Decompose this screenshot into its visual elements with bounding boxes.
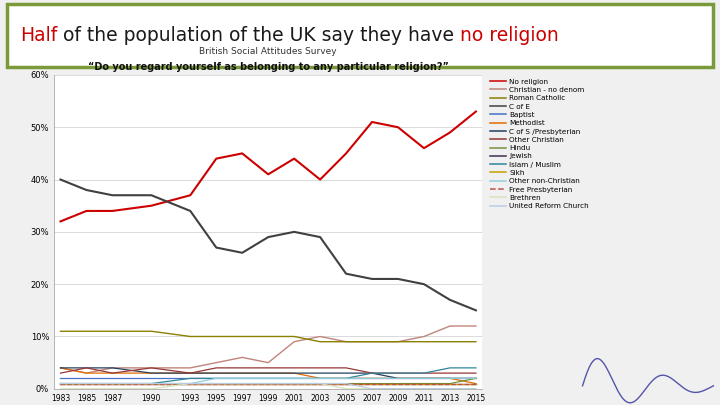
Text: British Social Attitudes Survey: British Social Attitudes Survey: [199, 47, 337, 56]
Text: Half: Half: [20, 26, 57, 45]
FancyBboxPatch shape: [7, 4, 713, 67]
Legend: No religion, Christian - no denom, Roman Catholic, C of E, Baptist, Methodist, C: No religion, Christian - no denom, Roman…: [490, 79, 589, 209]
Text: no religion: no religion: [460, 26, 559, 45]
Text: of the population of the UK say they have: of the population of the UK say they hav…: [57, 26, 460, 45]
Text: “Do you regard yourself as belonging to any particular religion?”: “Do you regard yourself as belonging to …: [88, 62, 449, 72]
